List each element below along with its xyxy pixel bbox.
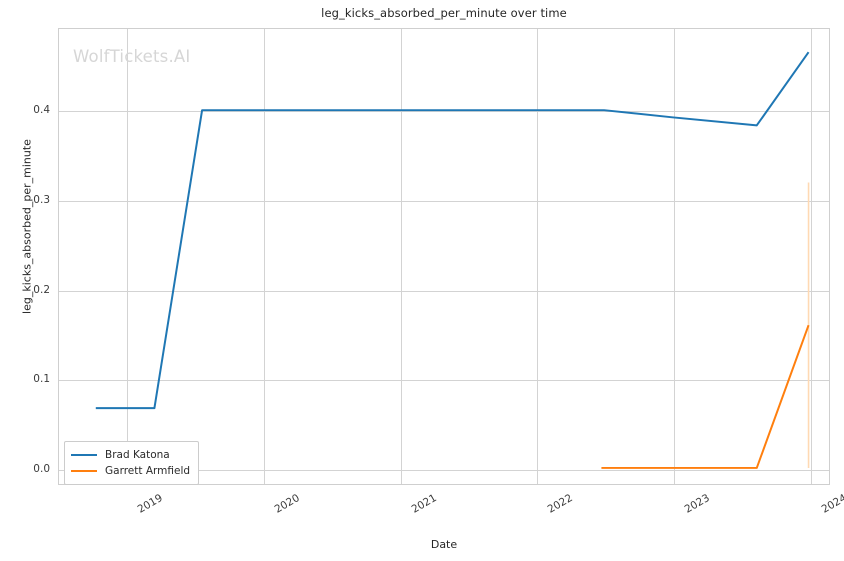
legend-item-label: Brad Katona: [105, 449, 170, 461]
x-tick-label-2021: 2021: [409, 492, 439, 516]
y-tick-label-0.2: 0.2: [33, 283, 50, 296]
legend-item-label: Garrett Armfield: [105, 465, 191, 477]
x-axis-label: Date: [430, 538, 458, 551]
gridline-vertical-2019: [127, 29, 129, 484]
gridline-vertical-2024: [810, 29, 812, 484]
plot-area: WolfTickets.AI: [58, 28, 830, 485]
legend-swatch-icon: [71, 470, 97, 472]
gridline-horizontal-0.1: [59, 380, 829, 382]
gridlines: [59, 29, 829, 484]
series-line-garrett-armfield: [601, 324, 810, 469]
y-axis-tick-labels: 0.0 0.1 0.2 0.3 0.4: [0, 28, 50, 485]
legend-swatch-icon: [71, 454, 97, 456]
legend-item[interactable]: Brad Katona: [71, 447, 190, 463]
gridline-horizontal-0.4: [59, 111, 829, 113]
series-lines: [95, 51, 810, 469]
x-axis-tick-labels: 2019 2020 2021 2022 2023 2024: [58, 492, 844, 532]
chart-legend[interactable]: Brad Katona Garrett Armfield: [64, 441, 200, 485]
y-tick-label-0.1: 0.1: [33, 373, 50, 386]
y-axis-label: leg_kicks_absorbed_per_minute: [20, 139, 34, 314]
x-tick-label-2020: 2020: [272, 492, 302, 516]
y-tick-label-0.0: 0.0: [33, 462, 50, 475]
x-tick-label-2019: 2019: [135, 492, 166, 516]
gridline-vertical-2022: [537, 29, 539, 484]
x-tick-label-2022: 2022: [545, 492, 575, 516]
gridline-horizontal-0.0: [59, 469, 829, 471]
y-tick-label-0.3: 0.3: [33, 194, 50, 207]
y-tick-label-0.4: 0.4: [33, 104, 50, 117]
gridline-vertical-2021: [400, 29, 402, 484]
gridline-vertical-2020: [263, 29, 265, 484]
gridline-horizontal-0.3: [59, 201, 829, 203]
gridline-vertical-2023: [673, 29, 675, 484]
chart-title: leg_kicks_absorbed_per_minute over time: [321, 6, 567, 20]
gridline-horizontal-0.2: [59, 290, 829, 292]
watermark-text: WolfTickets.AI: [73, 47, 191, 66]
legend-item[interactable]: Garrett Armfield: [71, 463, 190, 479]
x-tick-label-2023: 2023: [682, 492, 712, 516]
x-tick-label-2024: 2024: [819, 492, 844, 516]
series-line-brad-katona: [95, 51, 810, 410]
